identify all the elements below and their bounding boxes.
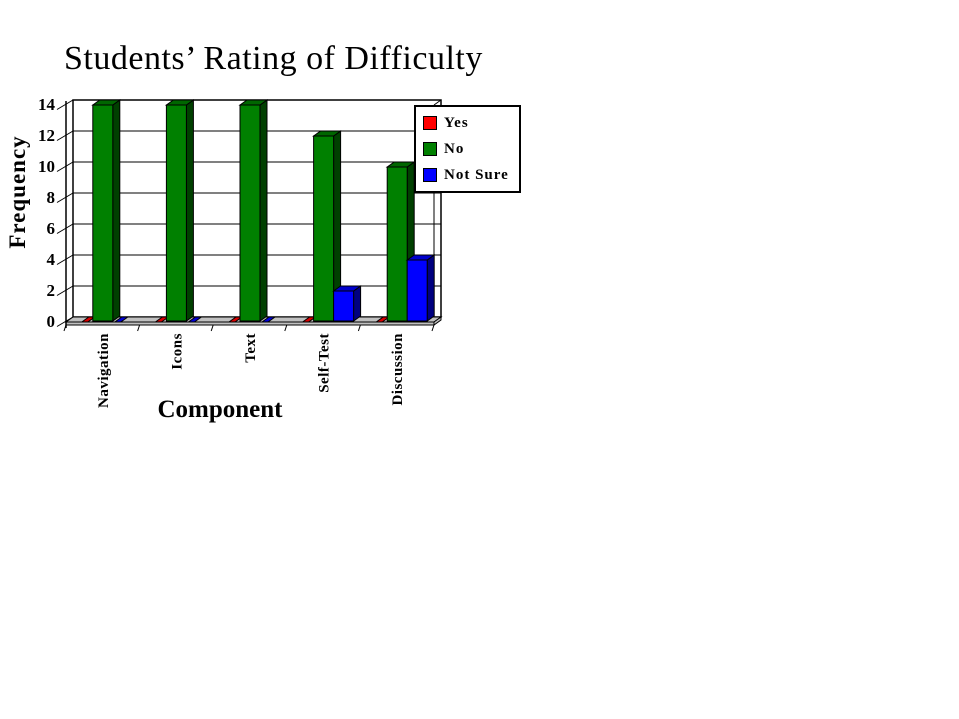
y-tick — [56, 316, 74, 327]
bar-no-icons — [164, 99, 195, 322]
legend-swatch-not-sure — [423, 168, 437, 182]
bar-no-text — [238, 99, 269, 322]
bar-not-sure-discussion — [405, 254, 436, 322]
legend-label-yes: Yes — [444, 115, 469, 131]
x-label-discussion: Discussion — [390, 333, 406, 406]
x-label-text: Text — [243, 333, 259, 363]
y-tick-label-10: 10 — [38, 157, 55, 176]
floor-right — [433, 316, 442, 326]
legend-swatch-yes — [423, 116, 437, 130]
x-label-self-test: Self-Test — [317, 333, 333, 393]
chart-title: Students’ Rating of Difficulty — [64, 40, 483, 77]
y-tick — [56, 223, 74, 234]
y-tick — [56, 99, 74, 110]
y-tick — [56, 130, 74, 141]
x-label-navigation: Navigation — [96, 333, 112, 408]
y-tick — [56, 254, 74, 265]
x-tick — [431, 324, 435, 332]
bar-not-sure-icons — [186, 316, 203, 323]
y-tick — [56, 161, 74, 172]
legend-item-not-sure: Not Sure — [423, 167, 515, 183]
wall-top-right-edge — [433, 99, 442, 106]
bar-no-self-test — [312, 130, 343, 322]
x-axis-title: Component — [157, 396, 283, 423]
legend-label-no: No — [444, 141, 465, 157]
x-tick — [63, 324, 67, 332]
y-tick — [56, 192, 74, 203]
legend-swatch-no — [423, 142, 437, 156]
x-tick — [357, 324, 361, 332]
legend-label-not-sure: Not Sure — [444, 167, 509, 183]
bar-not-sure-text — [260, 316, 277, 323]
legend-item-yes: Yes — [423, 115, 515, 131]
legend: Yes No Not Sure — [414, 105, 521, 193]
x-tick — [284, 324, 288, 332]
bar-no-navigation — [91, 99, 122, 322]
x-tick — [137, 324, 141, 332]
y-tick — [56, 285, 74, 296]
y-tick-label-6: 6 — [47, 219, 56, 238]
y-tick-label-2: 2 — [47, 281, 56, 300]
legend-item-no: No — [423, 141, 515, 157]
y-tick-label-4: 4 — [47, 250, 56, 269]
y-tick-label-0: 0 — [47, 312, 56, 331]
bar-not-sure-self-test — [332, 285, 363, 322]
y-tick-label-8: 8 — [47, 188, 56, 207]
x-tick — [210, 324, 214, 332]
x-label-icons: Icons — [169, 333, 185, 370]
bar-not-sure-navigation — [113, 316, 130, 323]
y-tick-label-14: 14 — [38, 95, 56, 114]
y-tick-label-12: 12 — [38, 126, 55, 145]
